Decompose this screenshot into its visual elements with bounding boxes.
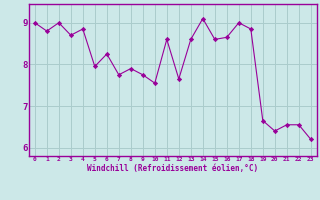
X-axis label: Windchill (Refroidissement éolien,°C): Windchill (Refroidissement éolien,°C) — [87, 164, 258, 173]
